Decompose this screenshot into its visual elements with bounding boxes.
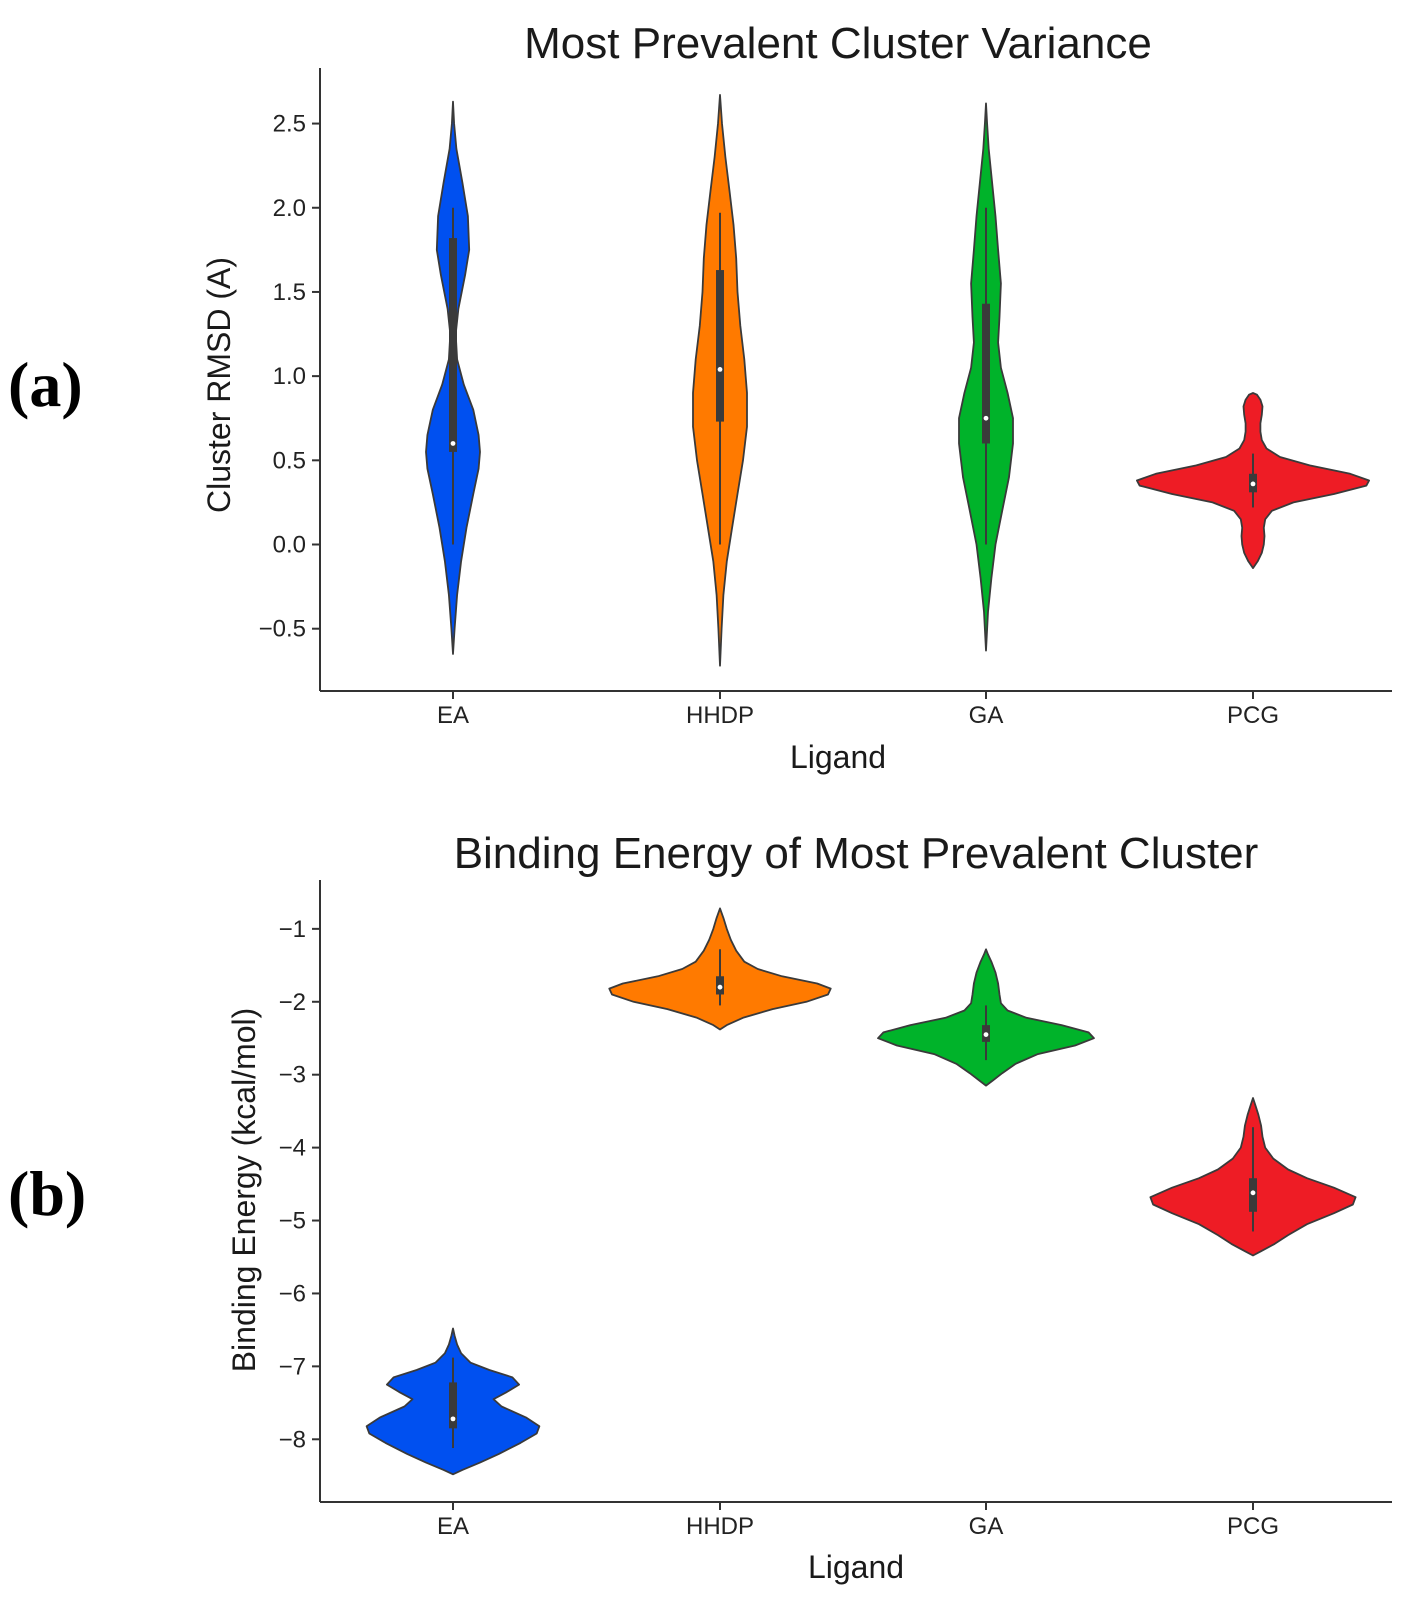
chart-a-x-tick-label: PCG [1227, 702, 1279, 729]
chart-a-y-tick-label: 1.0 [273, 363, 306, 390]
chart-a-y-tick-label: 0.5 [273, 447, 306, 474]
chart-b-x-tick-label: HHDP [686, 1513, 754, 1540]
chart-b-y-tick-label: −5 [279, 1208, 306, 1235]
chart-b-median-pcg [1250, 1190, 1256, 1196]
chart-a-iqr-box-hhdp [716, 270, 724, 422]
chart-a-median-ea [450, 441, 456, 446]
chart-b: Binding Energy of Most Prevalent Cluster… [226, 829, 1392, 1585]
chart-a-x-tick-label: GA [969, 702, 1004, 729]
chart-b-x-label: Ligand [808, 1549, 904, 1585]
chart-a-median-hhdp [717, 366, 723, 372]
chart-a: Most Prevalent Cluster Variance −0.5 0.0 0… [201, 19, 1392, 775]
chart-a-x-ticks: EA HHDP GA PCG [437, 691, 1279, 729]
chart-b-x-tick-label: GA [969, 1513, 1004, 1540]
chart-b-x-tick-label: EA [437, 1513, 469, 1540]
chart-b-median-ea [450, 1416, 456, 1422]
panel-label-a: (a) [8, 349, 83, 420]
chart-a-y-tick-label: 0.0 [273, 532, 306, 559]
panel-label-b: (b) [8, 1158, 86, 1229]
chart-a-iqr-box-ea [449, 238, 457, 452]
chart-a-x-tick-label: HHDP [686, 702, 754, 729]
chart-b-x-tick-label: PCG [1227, 1513, 1279, 1540]
chart-b-y-ticks: −8 −7 −6 −5 −4 −3 −2 −1 [279, 916, 320, 1453]
chart-b-y-tick-label: −3 [279, 1062, 306, 1089]
chart-b-iqr-box-ea [449, 1382, 457, 1429]
chart-a-y-tick-label: 1.5 [273, 279, 306, 306]
chart-a-iqr-box-ga [982, 303, 990, 444]
chart-b-y-label: Binding Energy (kcal/mol) [226, 1008, 262, 1373]
chart-a-y-tick-label: 2.5 [273, 111, 306, 138]
chart-b-median-ga [983, 1032, 989, 1037]
chart-a-y-tick-label: 2.0 [273, 195, 306, 222]
chart-b-y-tick-label: −8 [279, 1426, 306, 1453]
chart-b-y-tick-label: −7 [279, 1353, 306, 1380]
chart-b-y-tick-label: −6 [279, 1280, 306, 1307]
chart-a-median-ga [983, 415, 989, 421]
chart-a-title: Most Prevalent Cluster Variance [524, 19, 1152, 68]
chart-a-y-ticks: −0.5 0.0 0.5 1.0 1.5 2.0 2.5 [259, 111, 320, 643]
chart-a-violins [425, 94, 1370, 667]
chart-a-y-tick-label: −0.5 [259, 616, 306, 643]
chart-a-x-tick-label: EA [437, 702, 469, 729]
chart-a-x-label: Ligand [790, 739, 886, 775]
chart-a-median-pcg [1250, 481, 1256, 487]
chart-b-y-tick-label: −2 [279, 989, 306, 1016]
chart-b-title: Binding Energy of Most Prevalent Cluster [454, 829, 1259, 878]
chart-a-y-label: Cluster RMSD (A) [201, 257, 237, 513]
chart-b-violins [365, 907, 1357, 1476]
chart-b-y-tick-label: −4 [279, 1135, 306, 1162]
chart-b-x-ticks: EA HHDP GA PCG [437, 1502, 1279, 1540]
chart-b-y-tick-label: −1 [279, 916, 306, 943]
chart-b-median-hhdp [717, 984, 723, 990]
